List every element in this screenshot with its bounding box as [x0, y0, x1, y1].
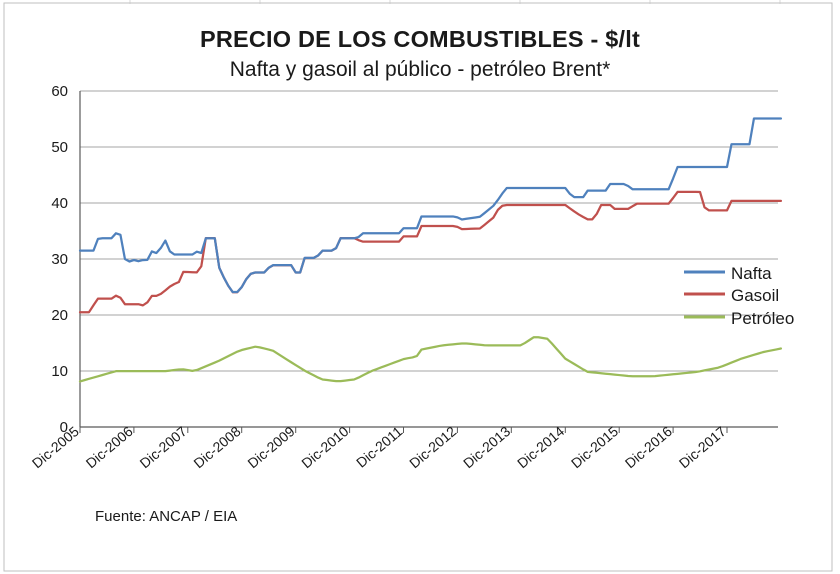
svg-text:Gasoil: Gasoil	[731, 286, 779, 305]
svg-text:Dic-2010: Dic-2010	[298, 423, 351, 471]
svg-text:Dic-2014: Dic-2014	[514, 423, 567, 471]
svg-text:20: 20	[51, 307, 68, 324]
svg-text:Dic-2015: Dic-2015	[568, 423, 621, 471]
svg-text:Dic-2016: Dic-2016	[622, 423, 675, 471]
svg-text:Dic-2005: Dic-2005	[29, 423, 82, 471]
svg-text:60: 60	[51, 83, 68, 100]
svg-text:10: 10	[51, 363, 68, 380]
svg-text:Dic-2012: Dic-2012	[406, 423, 459, 471]
svg-text:Dic-2017: Dic-2017	[676, 423, 729, 471]
svg-text:Petróleo: Petróleo	[731, 309, 794, 328]
svg-text:40: 40	[51, 195, 68, 212]
svg-text:50: 50	[51, 139, 68, 156]
svg-text:Dic-2011: Dic-2011	[353, 423, 406, 471]
svg-text:30: 30	[51, 251, 68, 268]
svg-text:Dic-2006: Dic-2006	[83, 423, 136, 471]
svg-text:Dic-2007: Dic-2007	[137, 423, 190, 471]
svg-text:Dic-2013: Dic-2013	[460, 423, 513, 471]
svg-text:Dic-2008: Dic-2008	[190, 423, 243, 471]
svg-text:Nafta: Nafta	[731, 264, 772, 283]
svg-text:Dic-2009: Dic-2009	[244, 423, 297, 471]
